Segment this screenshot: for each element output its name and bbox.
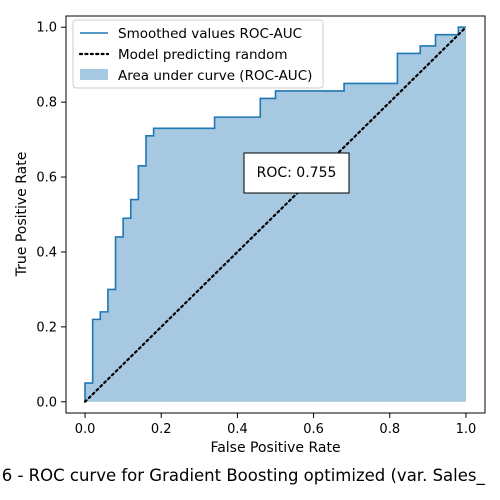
y-tick-label: 0.6 <box>36 171 57 186</box>
plot-area <box>83 26 468 403</box>
legend-label-random: Model predicting random <box>118 47 288 63</box>
x-tick-label: 0.4 <box>227 422 248 437</box>
x-tick-label: 0.6 <box>303 422 324 437</box>
legend-swatch-area <box>80 69 108 80</box>
annotation-box <box>243 152 350 194</box>
axes: 0.0 0.2 0.4 0.6 0.8 1.0 0.0 0.2 0.4 0.6 0.8 1.0 <box>36 15 486 437</box>
x-tick-label: 0.8 <box>379 422 400 437</box>
x-tick-label: 0.0 <box>75 422 96 437</box>
legend-label-area: Area under curve (ROC-AUC) <box>118 68 312 84</box>
y-axis-label: True Positive Rate <box>14 152 30 278</box>
roc-curve-line <box>84 26 466 402</box>
x-tick-label: 0.2 <box>151 422 172 437</box>
y-tick-label: 0.8 <box>36 96 57 111</box>
legend-frame <box>72 19 324 89</box>
annotation-text: ROC: 0.755 <box>257 165 337 181</box>
random-model-line <box>83 26 468 403</box>
y-tick-label: 0.2 <box>36 320 57 335</box>
y-tick-label: 0.0 <box>36 395 57 410</box>
legend: Smoothed values ROC-AUC Model predicting… <box>72 19 324 89</box>
x-axis-label: False Positive Rate <box>210 440 340 456</box>
y-tick-label: 0.4 <box>36 245 57 260</box>
figure-caption: g.6 - ROC curve for Gradient Boosting op… <box>0 466 485 485</box>
roc-annotation: ROC: 0.755 <box>243 152 350 194</box>
y-tick-label: 1.0 <box>36 21 57 36</box>
x-tick-label: 1.0 <box>456 422 477 437</box>
axes-frame <box>65 15 486 414</box>
legend-label-roc: Smoothed values ROC-AUC <box>118 26 302 42</box>
